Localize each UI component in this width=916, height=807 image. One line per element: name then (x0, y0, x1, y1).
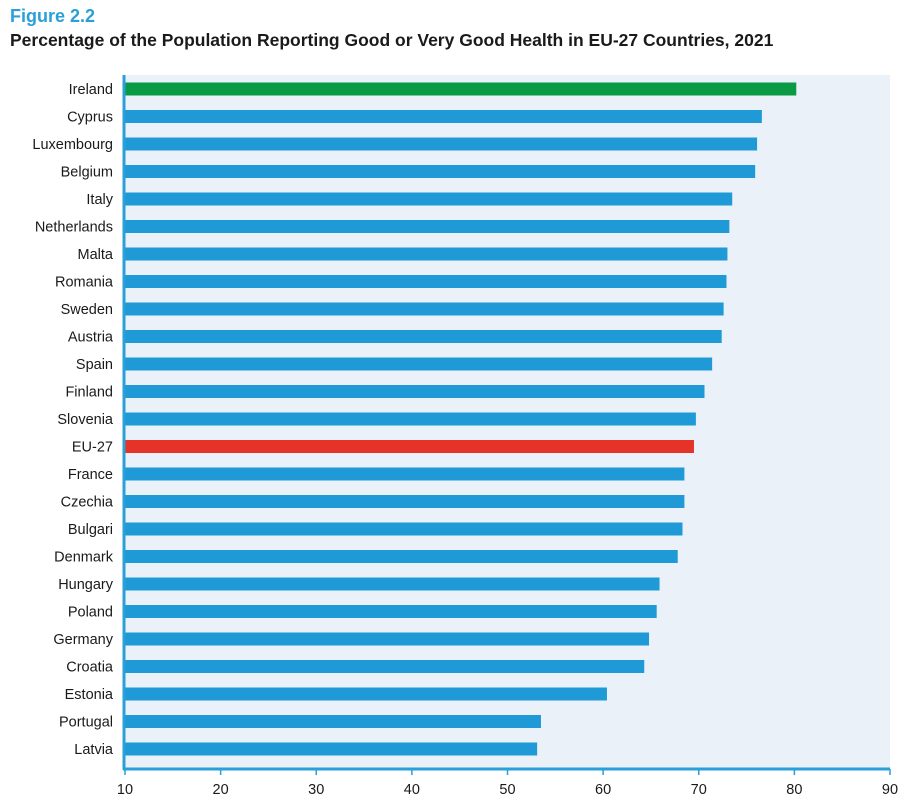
x-tick-label: 80 (786, 782, 802, 798)
category-label: Luxembourg (32, 137, 113, 153)
bar-finland (125, 385, 705, 398)
bar-hungary (125, 577, 660, 591)
category-label: Slovenia (57, 412, 114, 428)
x-tick-label: 40 (404, 782, 420, 798)
bar-italy (125, 192, 733, 206)
bar-austria (125, 330, 722, 343)
category-label: Spain (76, 357, 113, 373)
category-label: Sweden (61, 302, 113, 318)
bar-poland (125, 605, 657, 618)
category-label: Denmark (54, 550, 114, 566)
x-tick-label: 30 (308, 782, 324, 798)
category-label: Ireland (69, 82, 113, 98)
bar-czechia (125, 495, 685, 508)
category-label: Poland (68, 605, 113, 621)
category-label: Estonia (65, 687, 114, 703)
category-label: Malta (78, 247, 114, 263)
category-label: Cyprus (67, 110, 113, 126)
category-label: Hungary (58, 577, 114, 593)
bar-eu-27 (125, 440, 694, 453)
x-tick-label: 50 (499, 782, 515, 798)
category-label: Germany (53, 632, 113, 648)
x-tick-label: 20 (213, 782, 229, 798)
x-tick-label: 90 (882, 782, 898, 798)
category-label: Romania (55, 275, 114, 291)
bar-bulgari (125, 522, 683, 536)
bar-malta (125, 247, 728, 261)
x-tick-label: 60 (595, 782, 611, 798)
category-label: Austria (68, 330, 114, 346)
category-label: EU-27 (72, 440, 113, 456)
category-label: Bulgari (68, 522, 113, 538)
bar-ireland (125, 82, 797, 96)
category-label: Czechia (61, 495, 114, 511)
figure-label: Figure 2.2 (10, 6, 96, 26)
bar-portugal (125, 715, 541, 728)
bar-denmark (125, 550, 678, 563)
bar-belgium (125, 165, 756, 178)
bar-germany (125, 632, 650, 646)
bar-romania (125, 275, 727, 288)
bar-latvia (125, 742, 538, 756)
bar-croatia (125, 660, 645, 673)
category-label: Portugal (59, 715, 113, 731)
chart-title: Percentage of the Population Reporting G… (10, 30, 774, 50)
bar-france (125, 467, 685, 481)
category-label: France (68, 467, 113, 483)
category-label: Latvia (74, 742, 114, 758)
category-label: Italy (86, 192, 113, 208)
category-label: Croatia (66, 660, 114, 676)
bar-estonia (125, 687, 607, 701)
bar-netherlands (125, 220, 730, 233)
category-label: Belgium (61, 165, 113, 181)
category-label: Finland (65, 385, 113, 401)
category-label: Netherlands (35, 220, 113, 236)
bar-luxembourg (125, 137, 758, 151)
x-tick-label: 70 (691, 782, 707, 798)
bar-spain (125, 357, 713, 371)
bar-cyprus (125, 110, 762, 123)
bar-sweden (125, 302, 724, 316)
bar-slovenia (125, 412, 696, 426)
x-tick-label: 10 (117, 782, 133, 798)
